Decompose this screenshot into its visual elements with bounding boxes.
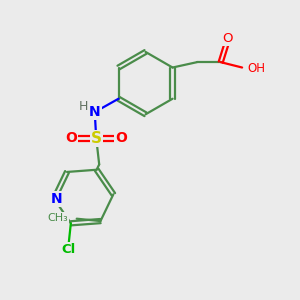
Text: S: S	[91, 131, 102, 146]
Text: O: O	[115, 131, 127, 145]
Text: CH₃: CH₃	[48, 212, 68, 223]
Text: H: H	[79, 100, 88, 113]
Text: OH: OH	[248, 62, 266, 75]
Text: N: N	[89, 105, 100, 119]
Text: Cl: Cl	[61, 243, 76, 256]
Text: N: N	[51, 192, 62, 206]
Text: O: O	[222, 32, 232, 46]
Text: O: O	[66, 131, 77, 145]
